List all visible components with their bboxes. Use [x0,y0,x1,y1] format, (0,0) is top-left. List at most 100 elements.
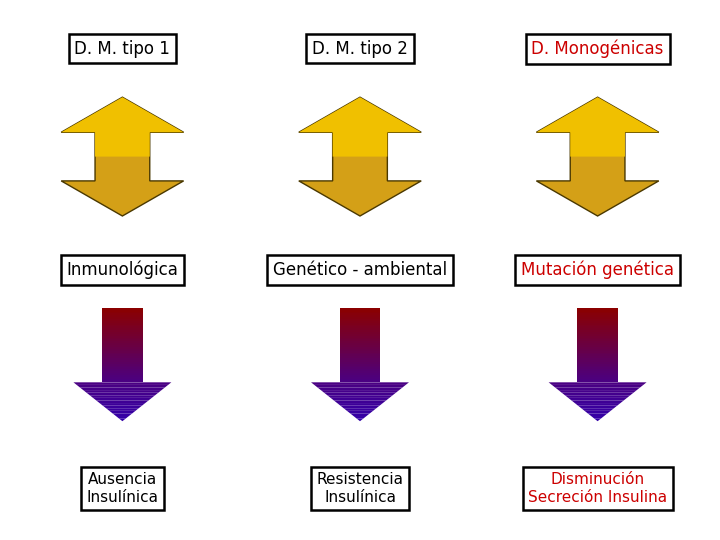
Bar [102,317,143,319]
Polygon shape [324,393,396,395]
Bar [340,340,380,341]
Bar [102,350,143,353]
Bar [577,336,618,338]
Bar [102,326,143,328]
Bar [102,340,143,341]
Polygon shape [109,411,135,414]
Bar [340,317,380,319]
Bar [340,313,380,315]
Polygon shape [73,382,171,385]
Bar [577,367,618,369]
Bar [340,353,380,354]
Bar [102,373,143,375]
Polygon shape [591,416,604,418]
Bar [577,371,618,373]
Polygon shape [354,416,366,418]
Bar [340,321,380,323]
Bar [102,371,143,373]
Text: Inmunológica: Inmunológica [66,261,179,279]
Polygon shape [321,390,399,393]
Bar [102,328,143,330]
Bar [102,325,143,326]
Polygon shape [536,97,659,157]
Bar [577,373,618,375]
Polygon shape [594,418,601,421]
Bar [340,326,380,328]
Polygon shape [80,388,165,390]
Text: Mutación genética: Mutación genética [521,261,674,279]
Polygon shape [318,388,402,390]
Polygon shape [61,97,184,216]
Polygon shape [93,398,152,401]
Bar [577,345,618,347]
Bar [340,381,380,382]
Polygon shape [330,398,390,401]
Bar [102,362,143,364]
Polygon shape [549,382,647,385]
Bar [577,369,618,371]
Bar [340,343,380,345]
Bar [102,379,143,381]
Bar [577,340,618,341]
Bar [102,312,143,313]
Polygon shape [99,403,145,406]
Polygon shape [559,390,636,393]
Bar [340,349,380,350]
Bar [102,353,143,354]
Bar [340,358,380,360]
Bar [340,315,380,317]
Polygon shape [337,403,383,406]
Bar [340,338,380,340]
Bar [577,317,618,319]
Polygon shape [552,385,643,388]
Polygon shape [334,401,386,403]
Bar [102,358,143,360]
Polygon shape [555,388,640,390]
Bar [577,309,618,312]
Bar [577,366,618,367]
Bar [577,308,618,309]
Bar [340,350,380,353]
Bar [340,328,380,330]
Polygon shape [347,411,373,414]
Bar [577,319,618,321]
Polygon shape [562,393,634,395]
Bar [577,354,618,356]
Bar [102,334,143,336]
Polygon shape [350,414,370,416]
Bar [102,349,143,350]
Bar [340,371,380,373]
Bar [340,377,380,379]
Polygon shape [103,406,142,408]
Bar [577,330,618,332]
Bar [577,356,618,358]
Bar [102,345,143,347]
Bar [102,343,143,345]
Bar [340,312,380,313]
Bar [102,330,143,332]
Text: Disminución
Secreción Insulina: Disminución Secreción Insulina [528,472,667,505]
Bar [577,350,618,353]
Bar [340,345,380,347]
Polygon shape [578,406,617,408]
Polygon shape [299,97,421,216]
Bar [577,328,618,330]
Bar [340,308,380,309]
Polygon shape [106,408,139,411]
Polygon shape [572,401,624,403]
Bar [102,321,143,323]
Polygon shape [116,416,129,418]
Polygon shape [61,97,184,157]
Bar [577,362,618,364]
Polygon shape [568,398,627,401]
Bar [340,341,380,343]
Bar [577,349,618,350]
Bar [577,338,618,340]
Bar [340,354,380,356]
Text: D. Monogénicas: D. Monogénicas [531,39,664,58]
Polygon shape [581,408,614,411]
Bar [340,375,380,377]
Bar [577,315,618,317]
Bar [577,323,618,325]
Bar [577,341,618,343]
